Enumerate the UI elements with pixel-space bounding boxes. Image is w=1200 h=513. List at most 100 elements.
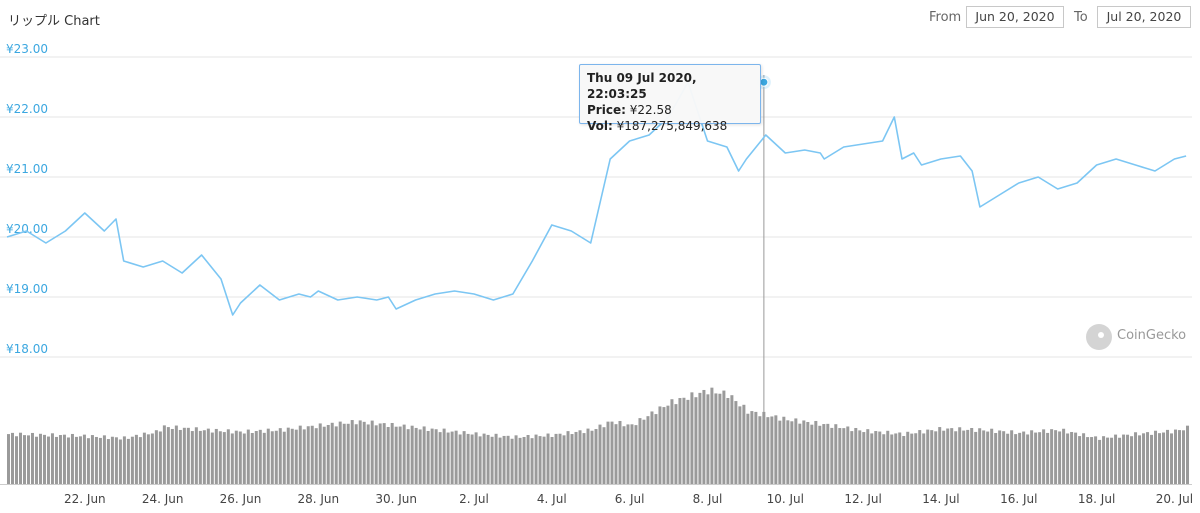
volume-bar xyxy=(250,432,254,484)
volume-bar xyxy=(298,425,302,484)
volume-bar xyxy=(1158,433,1162,484)
volume-bar xyxy=(1174,429,1178,484)
volume-bar xyxy=(566,431,570,484)
volume-bar xyxy=(970,427,974,484)
volume-bar xyxy=(230,433,234,484)
volume-bar xyxy=(74,436,78,484)
volume-bar xyxy=(874,431,878,484)
volume-bar xyxy=(618,420,622,484)
volume-bar xyxy=(110,436,114,484)
volume-bar xyxy=(258,429,262,484)
volume-bar xyxy=(814,420,818,484)
volume-bar xyxy=(378,423,382,484)
volume-bar xyxy=(582,433,586,484)
volume-bar xyxy=(306,426,310,484)
volume-bar xyxy=(262,432,266,484)
volume-bar xyxy=(502,435,506,484)
x-tick-label: 14. Jul xyxy=(922,492,959,506)
volume-bar xyxy=(598,424,602,484)
volume-bar xyxy=(554,433,558,484)
volume-bar xyxy=(382,423,386,484)
volume-bar xyxy=(418,429,422,484)
volume-bar xyxy=(246,429,250,484)
tooltip-vol-row: Vol: ¥187,275,849,638 xyxy=(587,118,753,134)
volume-bar xyxy=(890,434,894,484)
volume-bar xyxy=(654,414,658,484)
volume-bar xyxy=(1030,430,1034,484)
volume-bar xyxy=(886,430,890,484)
volume-bar xyxy=(1154,430,1158,484)
y-tick-label: ¥23.00 xyxy=(6,42,48,56)
volume-bar xyxy=(866,429,870,484)
tooltip-price-row: Price: ¥22.58 xyxy=(587,102,753,118)
volume-bar xyxy=(966,429,970,484)
volume-bar xyxy=(1078,436,1082,484)
volume-bar xyxy=(210,432,214,484)
volume-bar xyxy=(950,428,954,484)
from-date-input[interactable]: Jun 20, 2020 xyxy=(966,6,1064,28)
volume-bar xyxy=(606,421,610,484)
volume-bar xyxy=(1106,437,1110,484)
volume-bar xyxy=(1066,433,1070,484)
volume-bar xyxy=(222,432,226,484)
volume-bar xyxy=(510,438,514,484)
volume-bar xyxy=(350,420,354,484)
volume-bar xyxy=(718,393,722,484)
volume-bar xyxy=(190,431,194,484)
volume-bar xyxy=(78,436,82,484)
volume-bar xyxy=(1130,436,1134,484)
volume-bar xyxy=(1038,432,1042,484)
volume-bar xyxy=(1166,429,1170,484)
volume-bar xyxy=(1058,431,1062,484)
volume-bar xyxy=(470,434,474,484)
coingecko-watermark: CoinGecko xyxy=(1117,328,1187,343)
tooltip-date: Thu 09 Jul 2020, 22:03:25 xyxy=(587,71,697,101)
volume-bar xyxy=(1026,434,1030,484)
volume-bar xyxy=(1126,434,1130,484)
volume-bar xyxy=(758,416,762,484)
volume-bar xyxy=(1170,433,1174,484)
volume-bar xyxy=(822,424,826,484)
volume-bar xyxy=(446,432,450,484)
volume-bar xyxy=(938,427,942,484)
volume-bar xyxy=(1022,431,1026,484)
x-tick-label: 20. Jul xyxy=(1156,492,1193,506)
volume-bar xyxy=(982,430,986,484)
y-tick-label: ¥20.00 xyxy=(6,222,48,236)
volume-bar xyxy=(486,434,490,484)
volume-bar xyxy=(770,416,774,484)
volume-bar xyxy=(274,430,278,484)
volume-bar xyxy=(490,436,494,484)
volume-bar xyxy=(678,398,682,484)
volume-bar xyxy=(698,392,702,484)
volume-bar xyxy=(1134,432,1138,484)
x-tick-label: 6. Jul xyxy=(615,492,645,506)
volume-bar xyxy=(214,428,218,484)
x-tick-label: 8. Jul xyxy=(693,492,723,506)
volume-bar xyxy=(878,431,882,484)
volume-bar xyxy=(414,427,418,484)
volume-bar xyxy=(318,423,322,484)
volume-bar xyxy=(558,433,562,484)
volume-bar xyxy=(346,423,350,484)
volume-bar xyxy=(846,426,850,484)
volume-bar xyxy=(474,432,478,484)
volume-bar xyxy=(802,420,806,484)
volume-bar xyxy=(70,433,74,484)
volume-bar xyxy=(1082,433,1086,484)
to-date-input[interactable]: Jul 20, 2020 xyxy=(1097,6,1191,28)
volume-bar xyxy=(46,436,50,484)
volume-bar xyxy=(1018,432,1022,484)
volume-bar xyxy=(594,429,598,484)
volume-bar xyxy=(898,432,902,484)
volume-bar xyxy=(1142,433,1146,484)
coingecko-gecko-icon xyxy=(1086,324,1112,350)
volume-bar xyxy=(434,429,438,484)
volume-bar xyxy=(458,434,462,484)
volume-bar xyxy=(314,428,318,484)
volume-bar xyxy=(546,433,550,484)
volume-bar xyxy=(602,427,606,484)
volume-bar xyxy=(234,430,238,484)
volume-bar xyxy=(146,434,150,484)
